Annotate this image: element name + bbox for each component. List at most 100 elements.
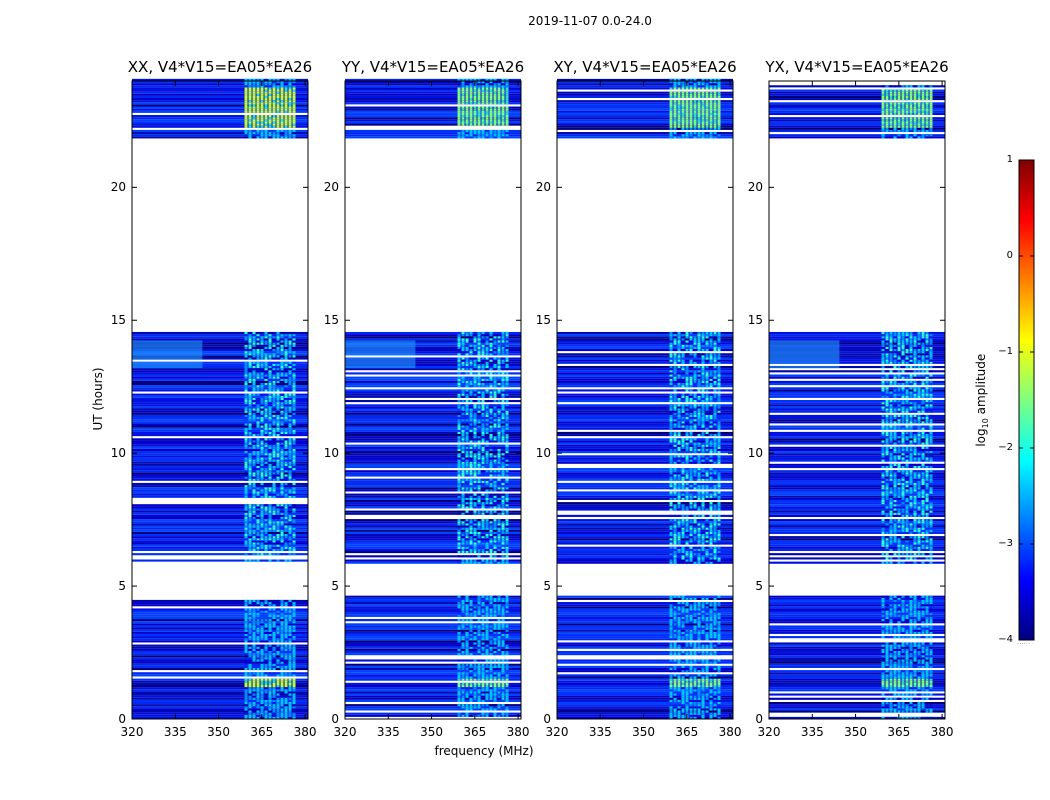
rfi-cell — [264, 134, 268, 137]
rfi-cell — [481, 599, 485, 603]
rfi-cell — [717, 710, 721, 713]
rfi-cell — [264, 485, 268, 488]
rfi-cell — [461, 659, 465, 662]
rfi-cell — [248, 106, 252, 109]
data-row — [345, 444, 521, 447]
rfi-cell — [501, 610, 505, 613]
rfi-cell — [276, 691, 280, 694]
rfi-cell — [244, 402, 248, 405]
rfi-cell — [260, 102, 264, 105]
rfi-cell — [505, 115, 509, 118]
data-row — [345, 448, 521, 452]
rfi-cell — [244, 493, 248, 496]
rfi-cell — [248, 659, 252, 662]
rfi-cell — [276, 444, 280, 447]
rfi-cell — [292, 110, 296, 113]
rfi-cell — [256, 83, 260, 86]
rfi-cell — [268, 631, 272, 634]
rfi-cell — [501, 372, 505, 375]
rfi-cell — [485, 89, 489, 92]
rfi-cell — [252, 363, 256, 366]
rfi-cell — [272, 610, 276, 613]
rfi-cell — [284, 706, 288, 709]
rfi-cell — [252, 348, 256, 352]
data-row — [345, 689, 521, 692]
rfi-cell — [465, 463, 469, 466]
rfi-cell — [244, 393, 248, 396]
rfi-cell — [697, 706, 701, 709]
rfi-cell — [469, 695, 473, 698]
rfi-cell — [280, 421, 284, 424]
data-row — [345, 633, 521, 637]
rfi-cell — [252, 408, 256, 411]
rfi-cell — [461, 527, 465, 530]
rfi-cell — [477, 519, 481, 522]
rfi-cell — [469, 331, 473, 335]
rfi-cell — [465, 421, 469, 424]
rfi-cell — [288, 404, 292, 407]
rfi-cell — [497, 480, 501, 483]
rfi-cell — [248, 612, 252, 615]
rfi-cell — [669, 712, 673, 715]
rfi-cell — [264, 389, 268, 392]
rfi-cell — [288, 376, 292, 379]
rfi-cell — [256, 608, 260, 611]
rfi-cell — [280, 657, 284, 660]
rfi-cell — [505, 459, 509, 462]
rfi-cell — [284, 678, 288, 681]
rfi-cell — [465, 391, 469, 394]
rfi-cell — [473, 691, 477, 694]
rfi-cell — [268, 463, 272, 466]
rfi-cell — [272, 619, 276, 622]
rfi-cell — [248, 331, 252, 335]
rfi-cell — [477, 623, 481, 626]
rfi-cell — [248, 706, 252, 709]
rfi-cell — [292, 478, 296, 481]
rfi-cell — [292, 353, 296, 356]
rfi-cell — [256, 393, 260, 396]
rfi-cell — [465, 440, 469, 443]
rfi-cell — [469, 614, 473, 617]
rfi-cell — [481, 431, 485, 435]
rfi-cell — [280, 495, 284, 498]
rfi-cell — [465, 504, 469, 507]
rfi-cell — [477, 676, 481, 679]
rfi-cell — [260, 117, 264, 120]
rfi-cell — [252, 453, 256, 456]
rfi-cell — [260, 699, 264, 702]
data-row — [132, 421, 308, 424]
rfi-cell — [501, 538, 505, 541]
rfi-cell — [497, 684, 501, 688]
rfi-cell — [252, 421, 256, 424]
rfi-cell — [256, 482, 260, 486]
rfi-cell — [485, 459, 489, 462]
rfi-cell — [489, 519, 493, 522]
rfi-cell — [292, 459, 296, 462]
rfi-cell — [473, 470, 477, 473]
data-row — [132, 108, 308, 111]
rfi-cell — [481, 546, 485, 549]
rfi-cell — [280, 672, 284, 675]
rfi-cell — [284, 455, 288, 458]
rfi-cell — [473, 646, 477, 649]
rfi-cell — [284, 527, 288, 530]
rfi-cell — [477, 559, 481, 562]
data-row — [345, 623, 521, 626]
rfi-cell — [457, 502, 461, 505]
rfi-cell — [264, 544, 268, 547]
rfi-cell — [252, 529, 256, 532]
rfi-cell — [244, 136, 248, 139]
rfi-cell — [252, 338, 256, 341]
rfi-cell — [473, 136, 477, 139]
rfi-cell — [288, 716, 292, 719]
rfi-cell — [493, 523, 497, 526]
rfi-cell — [280, 708, 284, 711]
rfi-cell — [248, 544, 252, 547]
rfi-cell — [244, 440, 248, 443]
data-row — [557, 704, 733, 707]
rfi-cell — [457, 699, 461, 702]
data-row — [132, 334, 308, 337]
rfi-cell — [493, 489, 497, 492]
rfi-cell — [256, 619, 260, 622]
rfi-cell — [248, 491, 252, 494]
